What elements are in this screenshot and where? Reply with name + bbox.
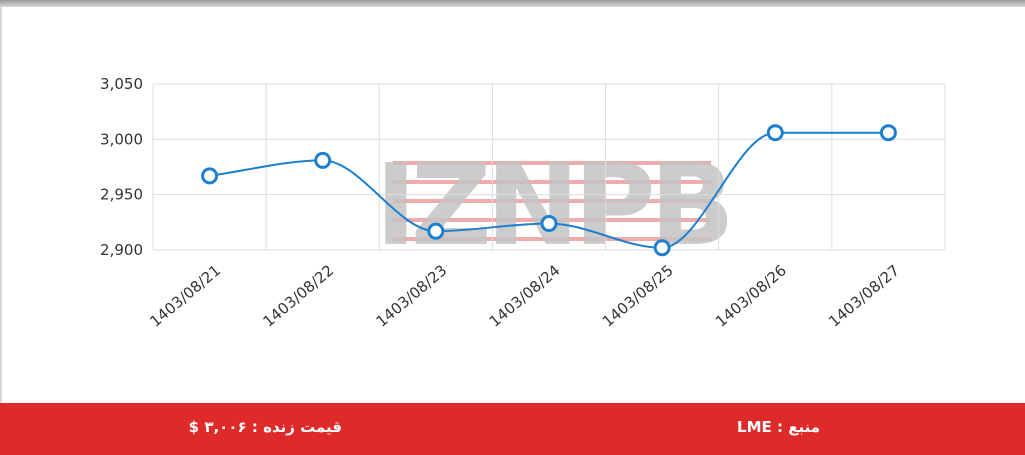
x-tick-label: 1403/08/27 — [825, 261, 903, 330]
y-tick-label: 2,900 — [100, 241, 143, 259]
grid-lines — [152, 83, 946, 251]
y-tick-label: 3,000 — [100, 130, 143, 148]
top-bar — [0, 0, 1025, 7]
data-point[interactable] — [314, 151, 332, 169]
y-tick-label: 2,950 — [100, 186, 143, 204]
data-point[interactable] — [540, 214, 558, 232]
watermark-text: IZNPB — [375, 141, 729, 271]
data-point[interactable] — [879, 124, 897, 142]
watermark-logo: IZNPB — [375, 141, 735, 271]
footer-bar: قیمت زنده : ۳,۰۰۶ $ منبع : LME — [0, 403, 1025, 455]
y-tick-label: 3,050 — [100, 75, 143, 93]
y-axis: 2,900 2,950 3,000 3,050 — [100, 75, 143, 259]
series-points — [201, 124, 897, 257]
left-edge — [0, 7, 2, 403]
x-tick-label: 1403/08/26 — [712, 261, 790, 330]
x-axis: 1403/08/21 1403/08/22 1403/08/23 1403/08/24… — [146, 261, 903, 330]
x-tick-label: 1403/08/23 — [373, 261, 451, 330]
live-price-text: قیمت زنده : ۳,۰۰۶ $ — [188, 418, 342, 436]
data-point[interactable] — [427, 222, 445, 240]
x-tick-label: 1403/08/25 — [599, 261, 677, 330]
source-text: منبع : LME — [737, 418, 820, 436]
data-point[interactable] — [766, 124, 784, 142]
data-point[interactable] — [201, 167, 219, 185]
data-point[interactable] — [653, 239, 671, 257]
x-tick-label: 1403/08/22 — [259, 261, 337, 330]
x-tick-label: 1403/08/24 — [486, 261, 564, 330]
x-tick-label: 1403/08/21 — [146, 261, 224, 330]
